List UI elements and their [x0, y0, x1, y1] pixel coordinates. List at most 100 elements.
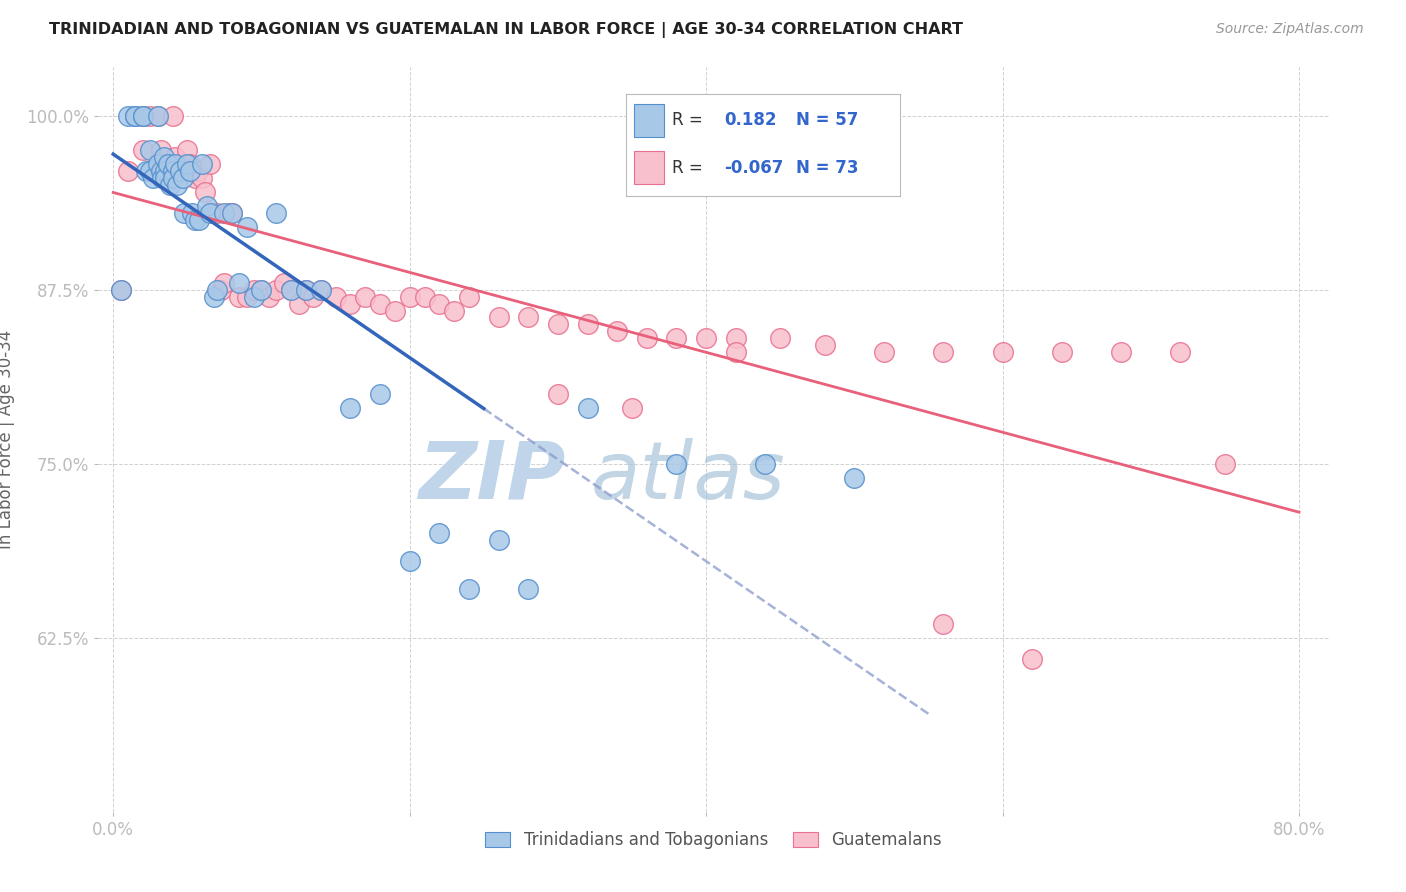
Point — [132, 109, 155, 123]
Point — [172, 164, 194, 178]
Point — [205, 206, 228, 220]
Text: 0.182: 0.182 — [724, 112, 778, 129]
Point — [117, 164, 139, 178]
Point — [152, 157, 174, 171]
Point — [135, 164, 157, 178]
Point — [427, 526, 450, 541]
Point — [309, 283, 332, 297]
Text: TRINIDADIAN AND TOBAGONIAN VS GUATEMALAN IN LABOR FORCE | AGE 30-34 CORRELATION : TRINIDADIAN AND TOBAGONIAN VS GUATEMALAN… — [49, 22, 963, 38]
Point — [606, 325, 628, 339]
Point — [157, 157, 180, 171]
Point — [413, 290, 436, 304]
Point — [172, 171, 194, 186]
Point — [153, 171, 176, 186]
Point — [243, 290, 266, 304]
Point — [266, 206, 288, 220]
Point — [153, 164, 176, 178]
Point — [169, 157, 191, 171]
Point — [162, 171, 184, 186]
Point — [873, 345, 896, 359]
Point — [368, 296, 391, 310]
Text: R =: R = — [672, 159, 703, 177]
Point — [368, 387, 391, 401]
Point — [517, 582, 540, 596]
Legend: Trinidadians and Tobagonians, Guatemalans: Trinidadians and Tobagonians, Guatemalan… — [478, 824, 949, 855]
Point — [814, 338, 837, 352]
Point — [110, 283, 132, 297]
Point — [166, 178, 188, 193]
Point — [142, 171, 165, 186]
Point — [665, 457, 688, 471]
Bar — [634, 151, 664, 184]
Point — [194, 185, 217, 199]
Point — [228, 276, 250, 290]
Point — [266, 283, 288, 297]
Point — [235, 219, 257, 234]
Bar — [634, 104, 664, 136]
Point — [932, 345, 955, 359]
Point — [169, 164, 191, 178]
Text: N = 57: N = 57 — [796, 112, 858, 129]
Point — [665, 331, 688, 345]
Point — [184, 213, 207, 227]
Point — [159, 178, 181, 193]
Point — [398, 290, 420, 304]
Point — [179, 164, 201, 178]
Point — [295, 283, 318, 297]
Point — [162, 164, 184, 178]
Text: N = 73: N = 73 — [796, 159, 858, 177]
Point — [325, 290, 347, 304]
Point — [724, 331, 747, 345]
Point — [132, 109, 155, 123]
Point — [132, 109, 155, 123]
Text: R =: R = — [672, 112, 703, 129]
Point — [211, 283, 233, 297]
Point — [724, 345, 747, 359]
Point — [132, 144, 155, 158]
Point — [188, 213, 211, 227]
Point — [398, 554, 420, 568]
Point — [1109, 345, 1132, 359]
Point — [932, 616, 955, 631]
Point — [250, 283, 273, 297]
Point — [124, 109, 146, 123]
Point — [517, 310, 540, 325]
Point — [458, 290, 481, 304]
Point — [458, 582, 481, 596]
Point — [547, 387, 569, 401]
Point — [339, 401, 361, 415]
Point — [287, 296, 309, 310]
Point — [149, 144, 172, 158]
Point — [187, 164, 209, 178]
Text: atlas: atlas — [591, 438, 786, 516]
Point — [576, 318, 599, 332]
Point — [173, 206, 195, 220]
Point — [218, 206, 240, 220]
Point — [488, 533, 510, 548]
Point — [443, 303, 465, 318]
Point — [280, 283, 302, 297]
Point — [1021, 651, 1043, 665]
Point — [273, 276, 295, 290]
Point — [176, 157, 198, 171]
Point — [184, 171, 207, 186]
Point — [636, 331, 658, 345]
Point — [149, 164, 172, 178]
Point — [195, 199, 218, 213]
Point — [165, 150, 187, 164]
Point — [202, 206, 225, 220]
Point — [769, 331, 792, 345]
Point — [139, 164, 162, 178]
Point — [214, 206, 236, 220]
Point — [124, 109, 146, 123]
Text: -0.067: -0.067 — [724, 159, 783, 177]
Text: Source: ZipAtlas.com: Source: ZipAtlas.com — [1216, 22, 1364, 37]
Point — [162, 109, 184, 123]
Point — [221, 206, 243, 220]
Point — [547, 318, 569, 332]
Point — [146, 157, 169, 171]
Point — [205, 283, 228, 297]
Point — [991, 345, 1014, 359]
Point — [235, 290, 257, 304]
Point — [191, 171, 214, 186]
